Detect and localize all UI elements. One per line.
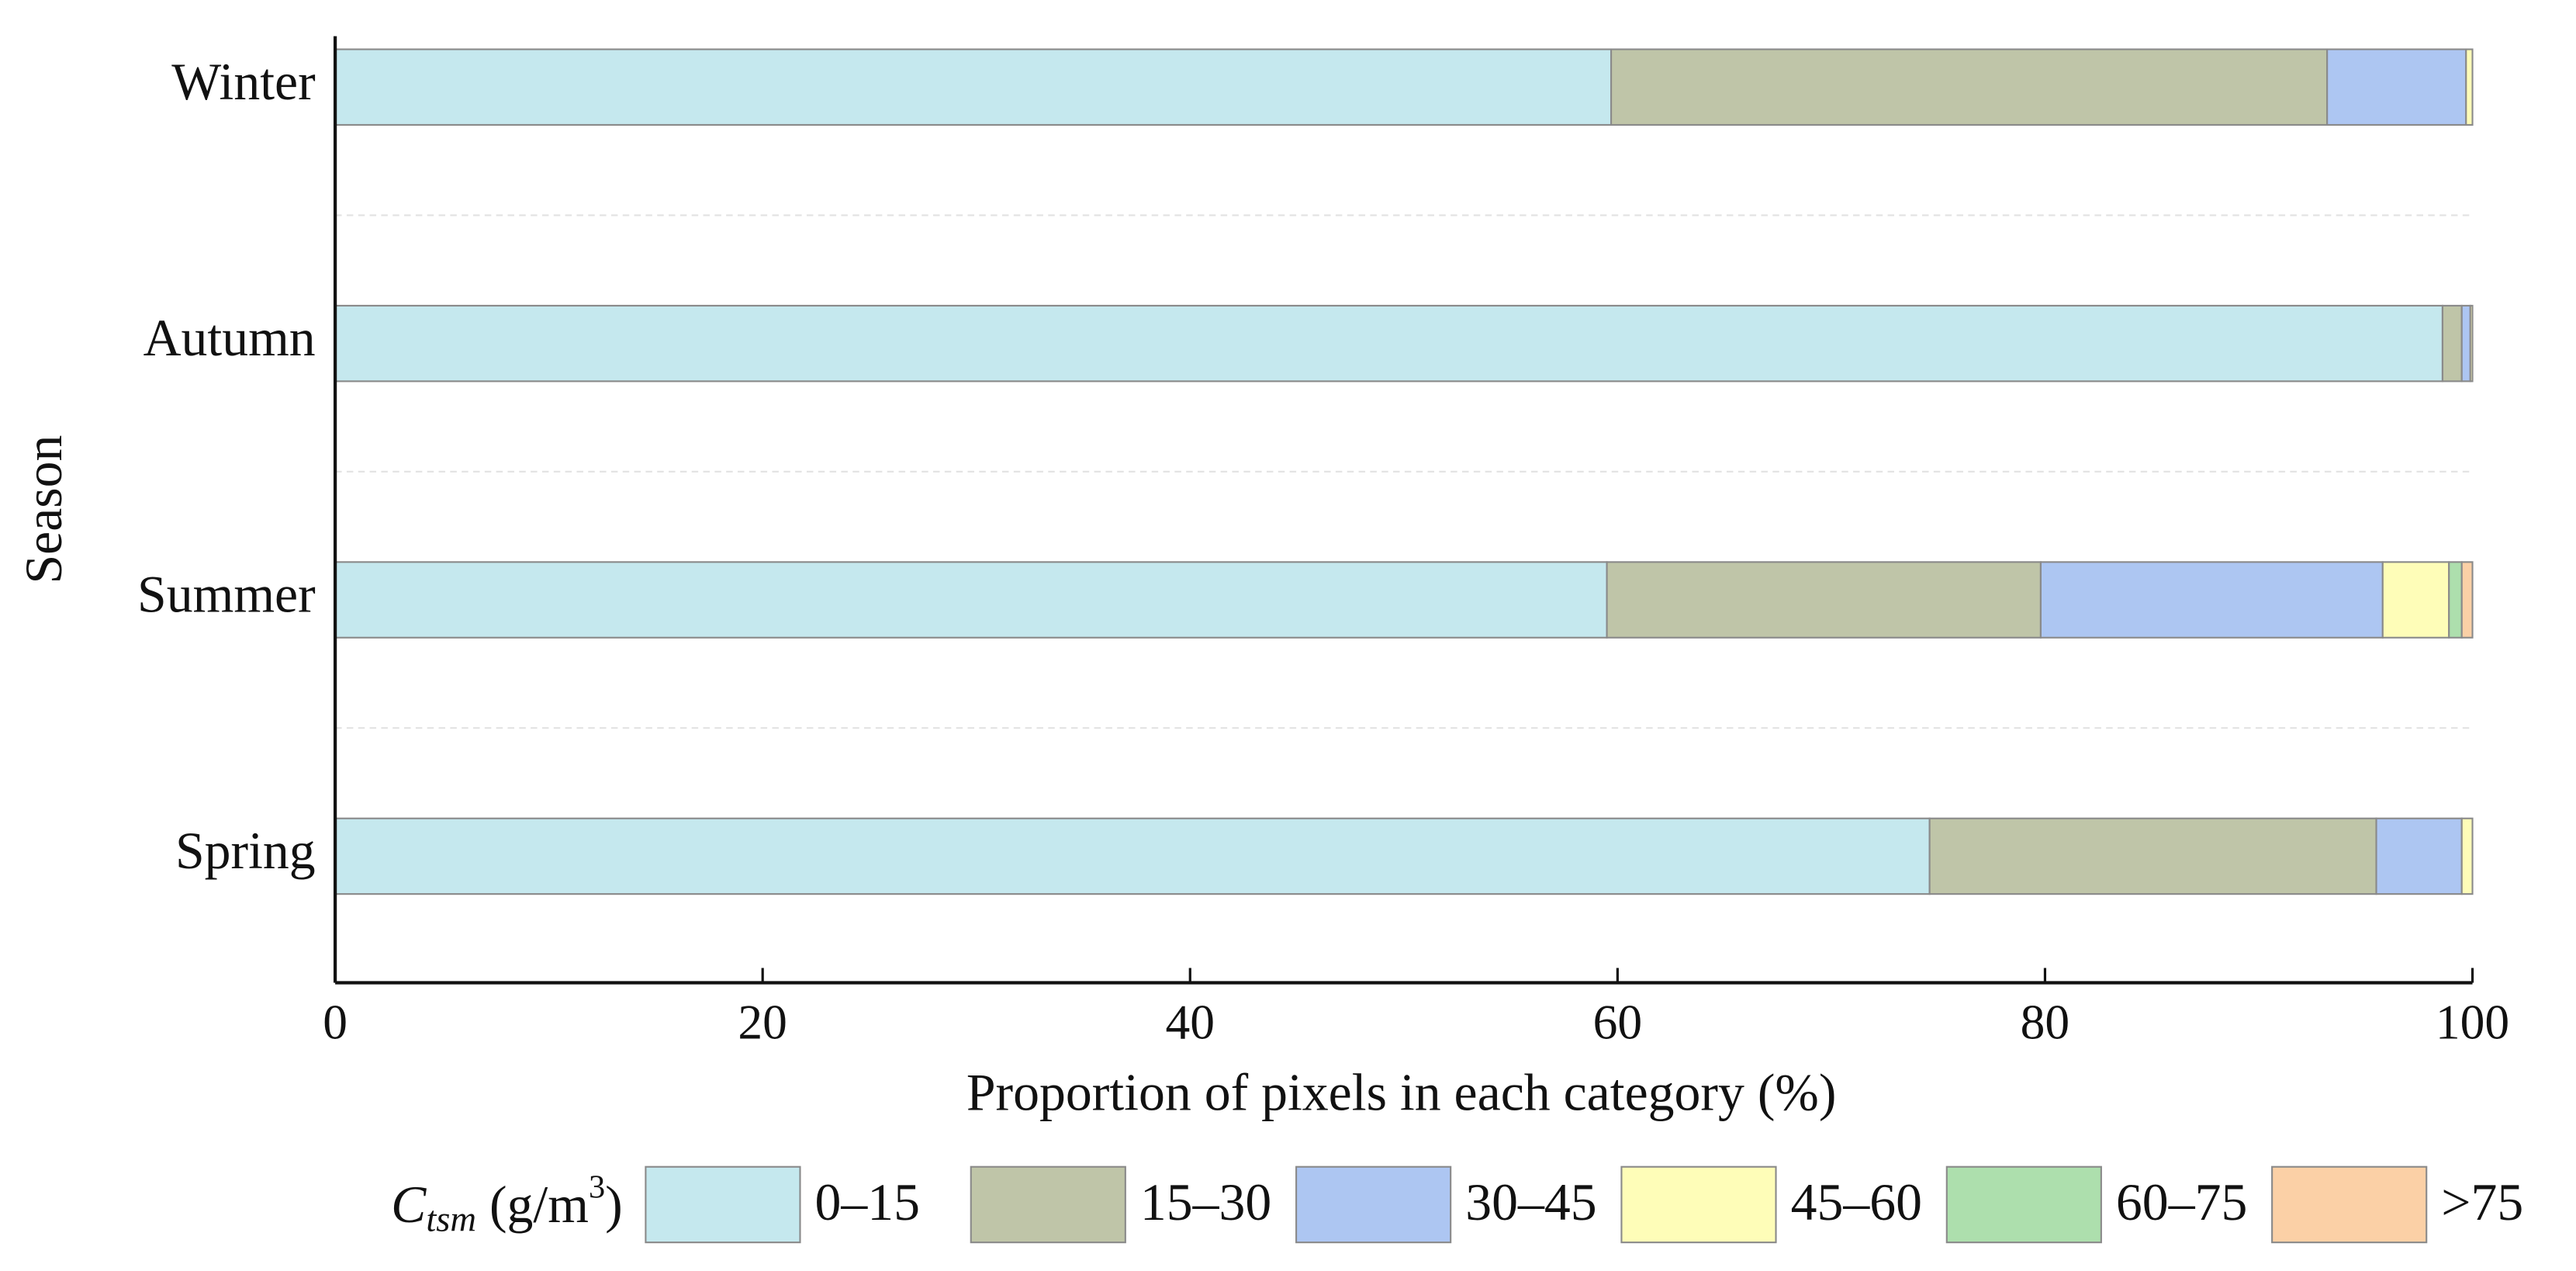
legend-title-symbol: C <box>391 1175 427 1233</box>
legend-swatch <box>2271 1165 2428 1244</box>
legend-title: Ctsm (g/m3) <box>391 1169 623 1239</box>
y-axis-label: Season <box>15 435 73 584</box>
bar-segment <box>2326 48 2467 126</box>
y-tick-label: Autumn <box>143 309 316 367</box>
bar-segment <box>334 817 1931 895</box>
x-tick-label: 100 <box>2436 994 2509 1049</box>
bar-segment <box>2460 304 2471 383</box>
legend-label: >75 <box>2441 1173 2523 1231</box>
y-tick-label: Winter <box>171 53 315 111</box>
legend-swatch <box>970 1165 1126 1244</box>
x-tick-label: 0 <box>323 994 348 1049</box>
legend-swatch <box>1620 1165 1777 1244</box>
legend-title-unit: (g/m <box>476 1175 589 1233</box>
bar-segment <box>334 561 1608 639</box>
legend-swatch <box>1945 1165 2102 1244</box>
legend-title-close: ) <box>605 1175 623 1233</box>
y-tick-label: Summer <box>137 566 316 624</box>
x-tick-label: 20 <box>738 994 787 1049</box>
bar-segment <box>2441 304 2463 383</box>
legend-swatch <box>645 1165 801 1244</box>
bar-segment <box>334 304 2444 383</box>
bar-segment <box>2469 304 2474 383</box>
legend-label: 0–15 <box>815 1173 921 1231</box>
x-tick-label: 40 <box>1166 994 1215 1049</box>
bar-segment <box>2448 561 2463 639</box>
x-tick-label: 60 <box>1593 994 1643 1049</box>
bar-segment <box>2375 817 2463 895</box>
x-tick-label: 80 <box>2021 994 2070 1049</box>
legend-title-superscript: 3 <box>589 1169 605 1205</box>
legend-label: 45–60 <box>1791 1173 1922 1231</box>
bar-segment <box>2460 817 2474 895</box>
y-tick-label: Spring <box>175 822 316 880</box>
legend-label: 30–45 <box>1465 1173 1596 1231</box>
legend-swatch <box>1295 1165 1452 1244</box>
legend-label: 60–75 <box>2116 1173 2247 1231</box>
bar-segment <box>1928 817 2377 895</box>
bar-segment <box>2465 48 2474 126</box>
bar-segment <box>2039 561 2384 639</box>
legend-title-subscript: tsm <box>426 1199 476 1239</box>
bar-segment <box>1606 561 2042 639</box>
bar-segment <box>2460 561 2474 639</box>
bar-segment <box>334 48 1613 126</box>
bar-segment <box>1610 48 2329 126</box>
bar-segment <box>2381 561 2450 639</box>
legend-label: 15–30 <box>1140 1173 1271 1231</box>
x-axis-label: Proportion of pixels in each category (%… <box>966 1063 1837 1121</box>
